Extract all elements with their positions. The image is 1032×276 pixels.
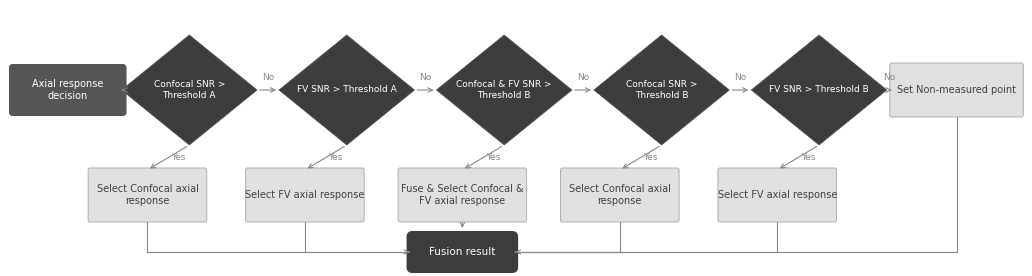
- Text: Yes: Yes: [801, 153, 815, 162]
- Text: Select Confocal axial
response: Select Confocal axial response: [97, 184, 198, 206]
- Text: No: No: [734, 73, 746, 82]
- Polygon shape: [122, 35, 257, 145]
- FancyBboxPatch shape: [9, 64, 127, 116]
- Text: Confocal SNR >
Threshold B: Confocal SNR > Threshold B: [625, 80, 698, 100]
- Polygon shape: [437, 35, 572, 145]
- Text: No: No: [577, 73, 589, 82]
- Text: Yes: Yes: [328, 153, 343, 162]
- Text: Select FV axial response: Select FV axial response: [717, 190, 837, 200]
- Text: Select Confocal axial
response: Select Confocal axial response: [569, 184, 671, 206]
- Text: Axial response
decision: Axial response decision: [32, 79, 103, 101]
- Text: Fusion result: Fusion result: [429, 247, 495, 257]
- Polygon shape: [751, 35, 886, 145]
- FancyBboxPatch shape: [890, 63, 1024, 117]
- FancyBboxPatch shape: [398, 168, 526, 222]
- Text: Set Non-measured point: Set Non-measured point: [897, 85, 1017, 95]
- FancyBboxPatch shape: [88, 168, 206, 222]
- FancyBboxPatch shape: [407, 231, 518, 273]
- FancyBboxPatch shape: [246, 168, 364, 222]
- Text: No: No: [883, 73, 896, 82]
- Polygon shape: [593, 35, 730, 145]
- FancyBboxPatch shape: [718, 168, 837, 222]
- Text: Confocal & FV SNR >
Threshold B: Confocal & FV SNR > Threshold B: [456, 80, 552, 100]
- Text: No: No: [262, 73, 275, 82]
- Text: Yes: Yes: [171, 153, 186, 162]
- FancyBboxPatch shape: [560, 168, 679, 222]
- Polygon shape: [279, 35, 415, 145]
- Text: Select FV axial response: Select FV axial response: [246, 190, 364, 200]
- Text: No: No: [419, 73, 431, 82]
- Text: Fuse & Select Confocal &
FV axial response: Fuse & Select Confocal & FV axial respon…: [401, 184, 523, 206]
- Text: Yes: Yes: [486, 153, 501, 162]
- Text: FV SNR > Threshold B: FV SNR > Threshold B: [769, 86, 869, 94]
- Text: Confocal SNR >
Threshold A: Confocal SNR > Threshold A: [154, 80, 225, 100]
- Text: FV SNR > Threshold A: FV SNR > Threshold A: [297, 86, 396, 94]
- Text: Yes: Yes: [643, 153, 657, 162]
